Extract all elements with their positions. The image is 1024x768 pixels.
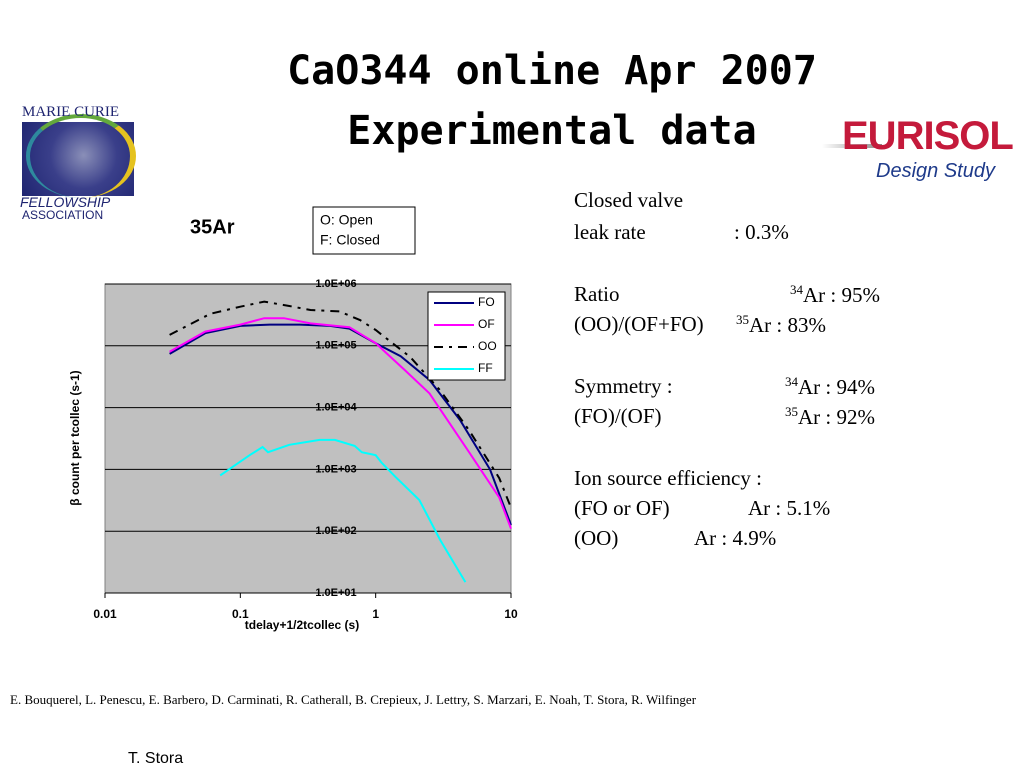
note-text: (FO)/(OF) — [574, 404, 662, 428]
logo-text: MARIE CURIE — [22, 104, 120, 120]
legend-label: OF — [478, 317, 495, 331]
note-text: (OO) — [574, 526, 619, 550]
marie-curie-logo: MARIE CURIE FELLOWSHIP ASSOCIATION — [20, 104, 136, 222]
legend-label: FF — [478, 361, 493, 375]
series-line — [169, 300, 512, 509]
series-line — [169, 317, 512, 529]
note-value-text: Ar : 92% — [798, 405, 875, 429]
note-value: 34Ar : 95% — [790, 282, 880, 308]
y-tick-label: 1.0E+02 — [315, 525, 356, 537]
annotation-box — [312, 206, 416, 255]
series-line — [219, 438, 467, 583]
note-text: (FO or OF) — [574, 496, 670, 520]
legend-label: OO — [478, 339, 497, 353]
annotation: O: Open — [320, 212, 373, 228]
x-tick-label: 0.1 — [232, 607, 249, 621]
note-value: : 0.3% — [734, 220, 789, 245]
y-tick-label: 1.0E+04 — [315, 402, 357, 414]
x-tick-label: 0.01 — [93, 607, 117, 621]
note-value-text: Ar : 95% — [803, 283, 880, 307]
x-axis-label: tdelay+1/2tcollec (s) — [245, 618, 359, 632]
x-tick-label: 10 — [504, 607, 518, 621]
y-tick-label: 1.0E+05 — [315, 340, 356, 352]
logo-streak — [822, 144, 882, 148]
note-text: Symmetry : — [574, 374, 673, 398]
presenter: T. Stora — [128, 750, 184, 767]
y-tick-label: 1.0E+06 — [315, 278, 356, 290]
annotation: F: Closed — [320, 232, 380, 248]
logo-swoosh — [26, 114, 136, 198]
note-text: Ion source efficiency : — [574, 466, 762, 490]
x-tick-label: 1 — [372, 607, 379, 621]
note-value: Ar : 4.9% — [694, 526, 776, 551]
authors: E. Bouquerel, L. Penescu, E. Barbero, D.… — [10, 692, 697, 707]
note-sup: 35 — [736, 312, 749, 327]
note-value-text: Ar : 94% — [798, 375, 875, 399]
series-line — [169, 323, 512, 526]
slide-title: CaO344 online Apr 2007 — [287, 48, 817, 94]
note-text: Closed valve — [574, 188, 684, 212]
eurisol-logo: EURISOL Design Study — [822, 114, 1022, 186]
note-sup: 34 — [785, 374, 798, 389]
note-value-text: : 0.3% — [734, 220, 789, 244]
note-text: (OO)/(OF+FO) — [574, 312, 704, 336]
note-value-text: Ar : 4.9% — [694, 526, 777, 550]
logo-text: EURISOL — [842, 114, 1014, 158]
logo-text: ASSOCIATION — [22, 208, 104, 222]
note-value-text: Ar : 83% — [749, 313, 826, 337]
y-axis-label: β count per tcollec (s-1) — [68, 370, 82, 505]
note-sup: 35 — [785, 404, 798, 419]
logo-text: Design Study — [876, 160, 995, 182]
chart-title: 35Ar — [190, 216, 235, 238]
note-text: Ratio — [574, 282, 620, 306]
y-tick-label: 1.0E+03 — [315, 463, 356, 475]
slide-title: Experimental data — [347, 108, 757, 154]
note-text: leak rate — [574, 220, 646, 244]
legend-box — [427, 291, 506, 381]
note-value: 35Ar : 83% — [736, 312, 826, 338]
note-value: Ar : 5.1% — [748, 496, 830, 521]
logo-text: FELLOWSHIP — [20, 194, 111, 210]
note-value-text: Ar : 5.1% — [748, 496, 831, 520]
note-value: 34Ar : 94% — [785, 374, 875, 400]
note-value: 35Ar : 92% — [785, 404, 875, 430]
note-sup: 34 — [790, 282, 803, 297]
legend-label: FO — [478, 295, 495, 309]
y-tick-label: 1.0E+01 — [315, 587, 356, 599]
